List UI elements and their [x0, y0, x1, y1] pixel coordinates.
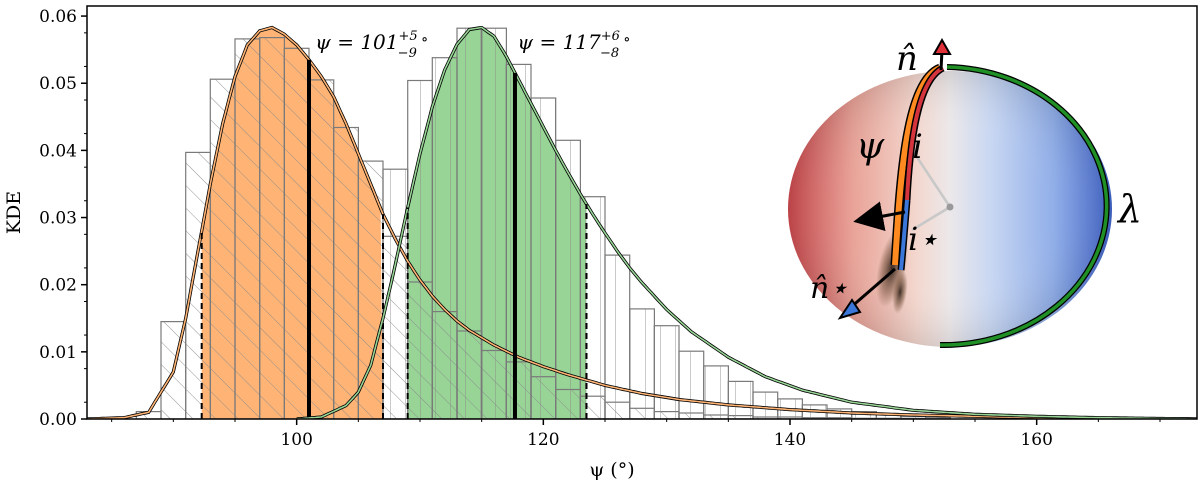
kde-curve-2 [296, 26, 1197, 419]
projected-axis-arrow [853, 201, 906, 231]
y-tick-label: 0.03 [39, 209, 77, 229]
x-tick-label: 140 [774, 430, 806, 450]
histogram-2-hatch [383, 169, 408, 419]
histogram-2-hatch [432, 57, 457, 419]
psi-label: ψ [856, 126, 885, 167]
y-tick-label: 0.01 [39, 343, 77, 363]
histogram-1-hatch [235, 38, 260, 419]
sphere-center [946, 203, 954, 211]
histogram-2-hatch [876, 414, 901, 419]
y-tick-label: 0.04 [39, 141, 77, 161]
histogram-2-hatch [728, 381, 753, 419]
histogram-1-hatch [333, 127, 359, 419]
histogram-2-hatch [901, 416, 926, 419]
plot-area [87, 25, 1197, 419]
histogram-2-hatch [605, 255, 630, 419]
lambda-arc [939, 65, 1109, 347]
histogram-1-hatch [309, 79, 334, 419]
median-annotation-2: ψ = 117+6 −8∘ [517, 29, 630, 61]
i-star-label: i⋆ [908, 220, 938, 258]
axes-frame [86, 5, 1198, 420]
x-tick-label: 100 [280, 430, 312, 450]
histogram-2-hatch [457, 28, 482, 419]
y-tick-label: 0.06 [39, 7, 77, 27]
histogram-1-hatch [210, 79, 235, 419]
histogram-2-hatch [629, 308, 655, 419]
i-label: i [912, 127, 923, 167]
y-tick-label: 0.02 [39, 276, 77, 296]
orbit-normal-arrow-head [932, 37, 952, 55]
histogram-2-hatch [827, 408, 852, 419]
stellar-spin-label: n̂⋆ [810, 271, 848, 306]
obliquity-sphere-inset: n̂ ψ i λ i⋆ n̂⋆ [788, 37, 1142, 349]
i-arc [905, 66, 945, 201]
histogram-2-hatch [654, 325, 679, 419]
histogram-2-hatch [703, 365, 729, 419]
reference-line-2 [911, 205, 951, 232]
x-tick-label: 120 [527, 430, 559, 450]
lambda-label: λ [1116, 187, 1142, 231]
x-axis-title: ψ (°) [589, 459, 634, 481]
y-axis-title: KDE [3, 191, 25, 234]
x-tick-label: 160 [1020, 430, 1052, 450]
i-star-arc [899, 199, 909, 271]
histogram-2-hatch [679, 351, 704, 419]
axes: 100 120 140 160 0.00 0.01 0.02 0.03 0.04 0.05 0.06… [3, 5, 1198, 481]
histogram-2-hatch [506, 64, 531, 419]
histogram-1-hatch [259, 37, 285, 419]
y-tick-label: 0.05 [39, 74, 77, 94]
orbit-normal-label: n̂ [896, 39, 918, 79]
stellar-spin-arrow-shaft [849, 267, 896, 310]
histogram-1-hatch [185, 152, 211, 419]
annotations: ψ = 101+5 −9∘ ψ = 117+6 −8∘ [315, 29, 630, 61]
histogram-2-hatch [407, 80, 433, 419]
median-annotation-1: ψ = 101+5 −9∘ [315, 29, 428, 61]
stellar-spin-arrow-head [837, 298, 862, 320]
histogram-1-hatch [284, 48, 309, 419]
histogram-1-hatch [136, 411, 161, 419]
stellar-spin-posterior-core [892, 270, 908, 314]
y-tick-label: 0.00 [39, 410, 77, 430]
histogram-2-hatch [851, 411, 877, 419]
histogram-2-hatch [481, 28, 507, 419]
